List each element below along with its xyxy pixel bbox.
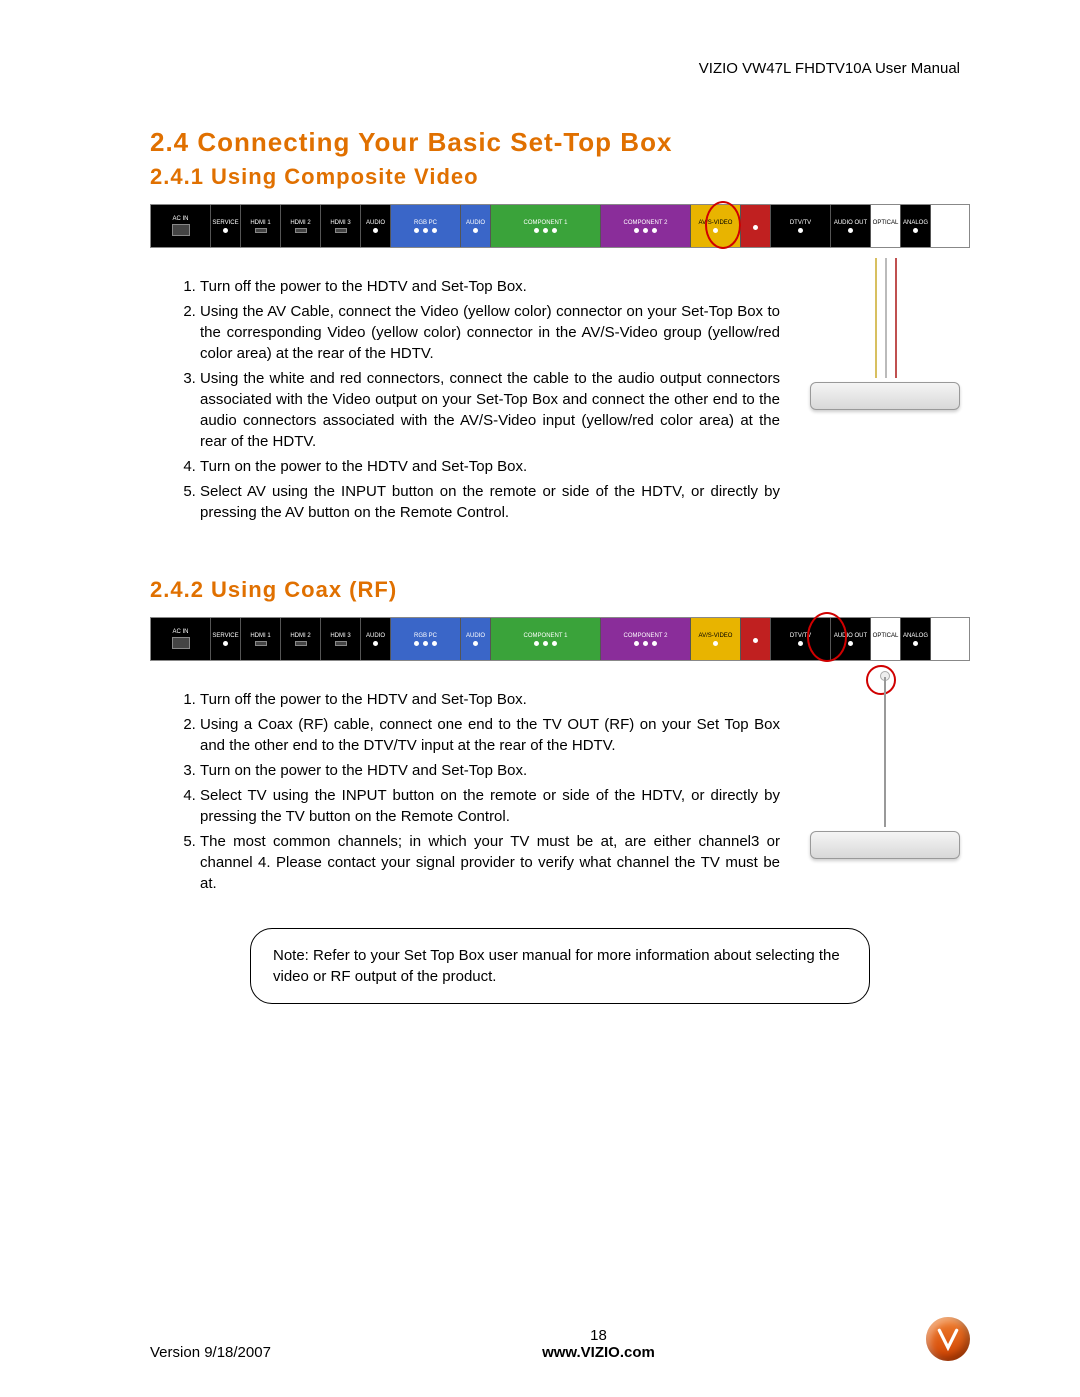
panel-segment: AUDIO bbox=[461, 205, 491, 247]
panel-segment: AC IN bbox=[151, 618, 211, 660]
subsection-1-title: 2.4.1 Using Composite Video bbox=[150, 164, 970, 190]
panel-segment: DTV/TV bbox=[771, 205, 831, 247]
set-top-box-icon bbox=[810, 382, 960, 410]
panel-segment: COMPONENT 2 bbox=[601, 618, 691, 660]
instruction-step: The most common channels; in which your … bbox=[200, 831, 780, 894]
instruction-step: Select AV using the INPUT button on the … bbox=[200, 481, 780, 523]
panel-segment: RGB PC bbox=[391, 618, 461, 660]
instruction-step: Using a Coax (RF) cable, connect one end… bbox=[200, 714, 780, 756]
panel-segment: AUDIO bbox=[361, 205, 391, 247]
panel-segment: SERVICE bbox=[211, 205, 241, 247]
panel-segment bbox=[741, 205, 771, 247]
panel-segment: AV/S-VIDEO bbox=[691, 205, 741, 247]
panel-segment: OPTICAL bbox=[871, 618, 901, 660]
panel-segment: HDMI 1 bbox=[241, 205, 281, 247]
set-top-box-icon bbox=[810, 831, 960, 859]
subsection-2-title: 2.4.2 Using Coax (RF) bbox=[150, 577, 970, 603]
note-box: Note: Refer to your Set Top Box user man… bbox=[250, 928, 870, 1004]
panel-segment: OPTICAL bbox=[871, 205, 901, 247]
composite-instructions: Turn off the power to the HDTV and Set-T… bbox=[150, 258, 780, 527]
panel-segment: RGB PC bbox=[391, 205, 461, 247]
panel-segment: ANALOG bbox=[901, 205, 931, 247]
header-manual-title: VIZIO VW47L FHDTV10A User Manual bbox=[150, 60, 970, 77]
panel-segment: SERVICE bbox=[211, 618, 241, 660]
panel-segment: HDMI 2 bbox=[281, 618, 321, 660]
panel-segment: HDMI 3 bbox=[321, 205, 361, 247]
section-title: 2.4 Connecting Your Basic Set-Top Box bbox=[150, 127, 970, 158]
instruction-step: Select TV using the INPUT button on the … bbox=[200, 785, 780, 827]
page-footer: Version 9/18/2007 18 www.VIZIO.com bbox=[150, 1317, 970, 1361]
panel-segment: AUDIO bbox=[361, 618, 391, 660]
composite-cable-diagram bbox=[800, 258, 970, 527]
footer-page-number: 18 bbox=[271, 1327, 926, 1344]
panel-segment: ANALOG bbox=[901, 618, 931, 660]
panel-segment bbox=[741, 618, 771, 660]
coax-instructions: Turn off the power to the HDTV and Set-T… bbox=[150, 671, 780, 898]
panel-segment: AC IN bbox=[151, 205, 211, 247]
panel-segment: COMPONENT 1 bbox=[491, 618, 601, 660]
footer-version: Version 9/18/2007 bbox=[150, 1344, 271, 1361]
panel-segment: AV/S-VIDEO bbox=[691, 618, 741, 660]
panel-segment: COMPONENT 1 bbox=[491, 205, 601, 247]
panel-segment: COMPONENT 2 bbox=[601, 205, 691, 247]
vizio-logo-icon bbox=[926, 1317, 970, 1361]
footer-url: www.VIZIO.com bbox=[271, 1344, 926, 1361]
panel-segment: HDMI 1 bbox=[241, 618, 281, 660]
instruction-step: Turn on the power to the HDTV and Set-To… bbox=[200, 456, 780, 477]
panel-segment: AUDIO OUT bbox=[831, 618, 871, 660]
panel-segment: HDMI 3 bbox=[321, 618, 361, 660]
panel-segment: AUDIO OUT bbox=[831, 205, 871, 247]
panel-segment: DTV/TV bbox=[771, 618, 831, 660]
instruction-step: Turn off the power to the HDTV and Set-T… bbox=[200, 689, 780, 710]
instruction-step: Turn on the power to the HDTV and Set-To… bbox=[200, 760, 780, 781]
instruction-step: Using the AV Cable, connect the Video (y… bbox=[200, 301, 780, 364]
panel-segment: AUDIO bbox=[461, 618, 491, 660]
rear-panel-diagram-coax: AC INSERVICEHDMI 1HDMI 2HDMI 3AUDIORGB P… bbox=[150, 617, 970, 661]
rear-panel-diagram-composite: AC INSERVICEHDMI 1HDMI 2HDMI 3AUDIORGB P… bbox=[150, 204, 970, 248]
panel-segment: HDMI 2 bbox=[281, 205, 321, 247]
instruction-step: Turn off the power to the HDTV and Set-T… bbox=[200, 276, 780, 297]
instruction-step: Using the white and red connectors, conn… bbox=[200, 368, 780, 452]
coax-cable-diagram bbox=[800, 671, 970, 898]
